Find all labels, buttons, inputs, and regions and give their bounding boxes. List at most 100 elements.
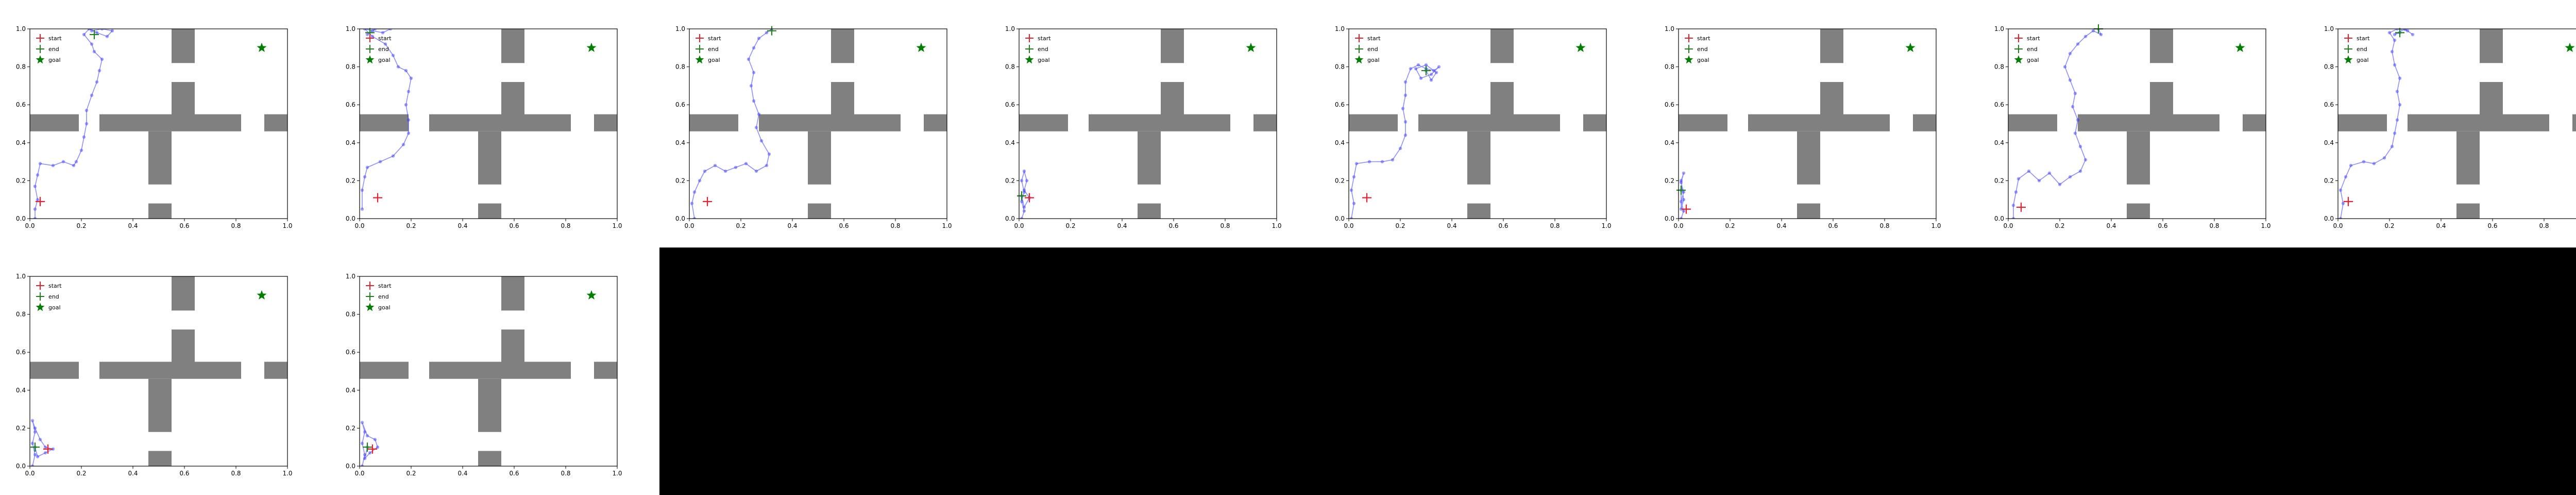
wall-block [360, 361, 409, 379]
legend-marker-goal [695, 55, 704, 64]
y-tick-label: 0.0 [1665, 215, 1674, 222]
x-tick-label: 0.6 [1168, 222, 1178, 229]
wall-block [2243, 114, 2266, 131]
wall-block [1161, 29, 1184, 63]
x-tick-label: 0.6 [839, 222, 849, 229]
y-tick-label: 0.8 [346, 63, 355, 71]
legend-marker-start [1685, 34, 1693, 42]
wall-block [1679, 114, 1727, 131]
legend-marker-end [2344, 45, 2352, 53]
trajectory [30, 419, 55, 466]
x-tick-label: 0.2 [406, 470, 416, 477]
legend-marker-end [366, 45, 374, 53]
trajectory-point [360, 464, 364, 466]
legend: start end goal [365, 282, 392, 311]
wall-block [501, 82, 524, 120]
trajectory-line [691, 29, 772, 219]
wall-block [429, 114, 571, 131]
wall-block [2150, 29, 2173, 63]
trajectory-point [90, 93, 94, 97]
goal-marker [2235, 42, 2245, 52]
subplot-10: 0.0 0.2 0.4 0.6 0.8 1.0 0.0 0.2 0.4 0.6 0.8 1.0 star… [346, 273, 622, 477]
x-tick-label: 0.0 [684, 222, 694, 229]
end-marker [1421, 65, 1431, 75]
legend-marker-goal [36, 55, 45, 64]
legend-label-goal: goal [1367, 57, 1380, 63]
wall-block [2480, 29, 2503, 63]
walls [689, 29, 947, 219]
trajectory-point [92, 50, 96, 54]
legend-marker-goal [2344, 55, 2353, 64]
trajectory-point [2016, 177, 2021, 180]
subplot-7: 0.0 0.2 0.4 0.6 0.8 1.0 0.0 0.2 0.4 0.6 0.8 1.0 star… [1994, 24, 2271, 229]
trajectory-point [2014, 190, 2018, 194]
legend-label-goal: goal [2357, 57, 2369, 63]
trajectory-point [757, 112, 761, 116]
x-tick-label: 0.6 [1498, 222, 1508, 229]
y-tick-label: 0.0 [16, 463, 26, 470]
trajectory-point [752, 99, 756, 103]
x-tick-label: 0.0 [1344, 222, 1353, 229]
trajectory [360, 421, 380, 466]
trajectory-point [2395, 90, 2399, 93]
trajectory-point [1403, 120, 1408, 124]
wall-block [99, 361, 241, 379]
trajectory-point [2083, 35, 2088, 38]
walls [1019, 29, 1277, 219]
trajectory-point [1352, 202, 1356, 205]
y-tick-label: 0.2 [346, 424, 355, 432]
trajectory-point [1424, 63, 1428, 67]
legend: start end goal [1354, 34, 1381, 64]
x-tick-label: 0.2 [1725, 222, 1735, 229]
x-tick-label: 0.4 [2106, 222, 2116, 229]
trajectory-point [33, 207, 37, 211]
y-tick-label: 0.8 [346, 311, 355, 318]
trajectory-point [2073, 131, 2077, 135]
legend-marker-end [1025, 45, 1033, 53]
trajectory-point [723, 169, 727, 173]
trajectory-point [2047, 171, 2052, 175]
trajectory-point [692, 217, 697, 219]
wall-block [148, 451, 172, 466]
wall-block [1349, 114, 1398, 131]
trajectory-point [1380, 160, 1384, 163]
trajectory-point [759, 139, 764, 143]
trajectory [1349, 63, 1441, 219]
y-tick-label: 0.8 [1665, 63, 1674, 71]
legend-marker-end [1685, 45, 1693, 53]
axes-frame [1678, 28, 1937, 219]
y-tick-label: 0.2 [675, 177, 685, 184]
goal-marker [257, 290, 267, 300]
trajectory-point [30, 419, 35, 422]
wall-block [1797, 203, 1820, 219]
axes-frame [1348, 28, 1607, 219]
start-marker [368, 444, 377, 454]
wall-block [264, 114, 287, 131]
y-tick-label: 1.0 [346, 25, 355, 32]
trajectory-point [72, 163, 76, 168]
y-tick-label: 0.4 [16, 387, 26, 394]
x-tick-label: 1.0 [1601, 222, 1611, 229]
wall-block [429, 361, 571, 379]
trajectory-point [749, 84, 753, 88]
trajectory-point [1022, 188, 1026, 192]
legend-marker-start [2014, 34, 2023, 42]
x-tick-label: 0.6 [2487, 222, 2497, 229]
trajectory-point [1403, 80, 1408, 84]
trajectory-point [1679, 207, 1683, 211]
trajectory-point [388, 29, 393, 31]
y-tick-label: 0.2 [346, 177, 355, 184]
trajectory-point [2395, 29, 2399, 31]
trajectory-point [1349, 217, 1353, 219]
trajectory-point [30, 441, 35, 446]
x-tick-label: 0.8 [1220, 222, 1230, 229]
trajectory-point [1391, 158, 1395, 162]
x-tick-label: 0.2 [1065, 222, 1075, 229]
wall-block [1583, 114, 1606, 131]
trajectory-point [2068, 175, 2072, 179]
trajectory-point [2099, 32, 2103, 37]
trajectory-point [105, 35, 109, 38]
legend-label-end: end [1367, 46, 1378, 53]
end-marker [767, 26, 776, 36]
wall-block [2572, 114, 2576, 131]
